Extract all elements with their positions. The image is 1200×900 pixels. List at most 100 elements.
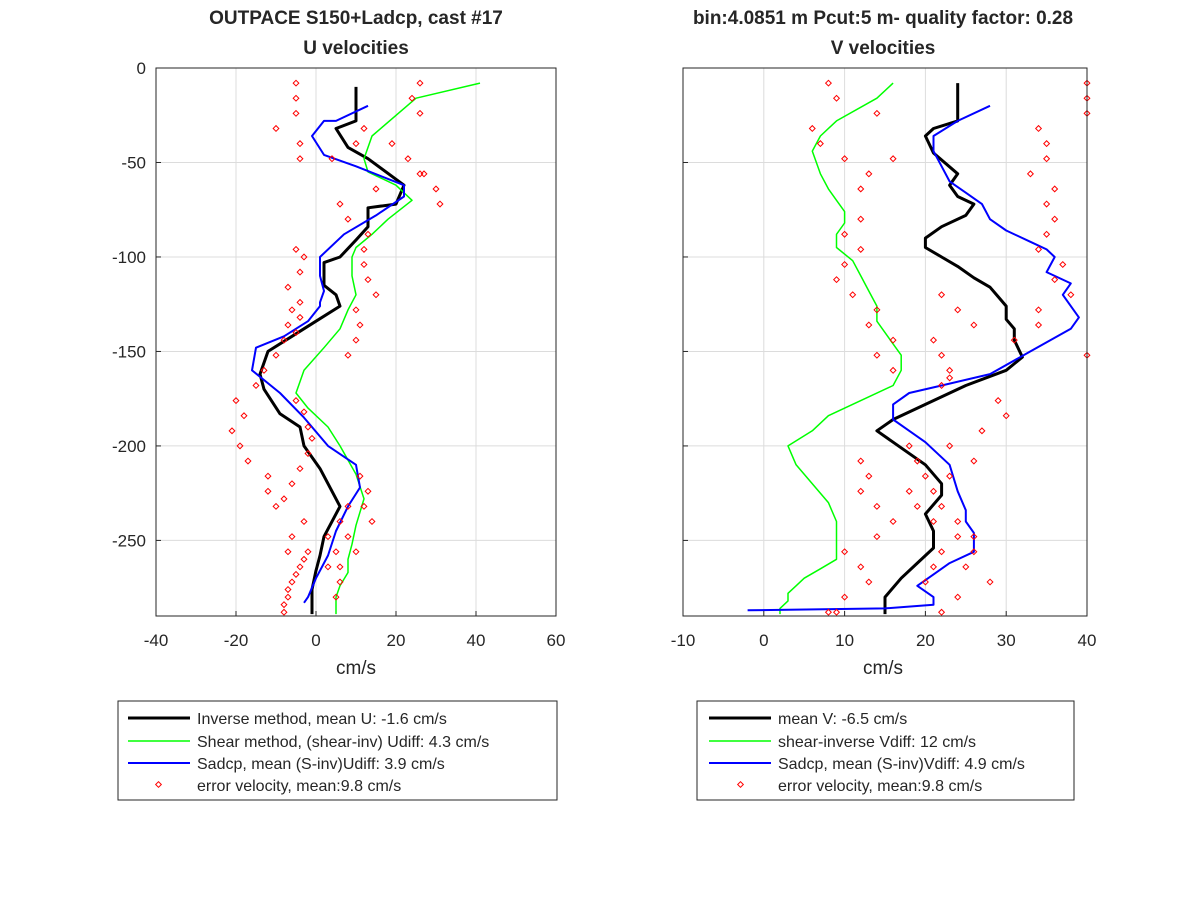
v-error-velocity-point-43 [929,336,938,344]
u-error-velocity-point-44 [240,412,248,420]
v-error-velocity-point-69 [905,442,913,450]
v-error-velocity-point-41 [954,306,962,314]
u-error-velocity-point-52 [288,533,296,541]
v-error-velocity-point-24 [1034,124,1043,133]
u-error-velocity-point-11 [404,155,412,163]
u-series-line-2 [251,104,405,604]
u-error-velocity-point-23 [300,253,308,261]
u-error-velocity-point-60 [288,480,296,488]
u-error-velocity-point-80 [288,578,296,586]
v-error-velocity-point-13 [832,276,841,284]
u-error-velocity-point-4 [272,124,280,133]
u-legend-entry-shear: Shear method, (shear-inv) Udiff: 4.3 cm/… [197,734,489,751]
u-error-velocity-point-58 [304,449,312,458]
u-error-velocity-point-82 [284,593,292,601]
u-x-tick-label-4: 40 [467,631,486,650]
u-error-velocity-point-40 [272,351,280,359]
v-error-velocity-point-37 [1083,351,1091,359]
v-error-velocity-point-33 [1059,260,1067,269]
u-error-velocity-point-42 [252,381,260,389]
v-error-velocity-point-38 [1034,321,1043,329]
u-error-velocity-point-50 [272,502,280,510]
v-error-velocity-point-12 [841,260,849,269]
u-error-velocity-point-71 [324,533,332,541]
u-error-velocity-point-67 [356,472,364,480]
u-error-velocity-point-17 [416,170,424,178]
v-series-line-2 [747,104,1080,612]
u-error-velocity-point-9 [360,124,368,133]
v-legend[interactable]: mean V: -6.5 cm/s shear-inverse Vdiff: 1… [696,700,1075,801]
v-error-velocity-point-34 [1051,276,1059,284]
u-axes-box [155,67,557,617]
u-velocity-panel: OUTPACE S150+Ladcp, cast #17 U velocitie… [112,8,565,801]
u-error-velocity-point-36 [352,306,360,314]
v-x-axis-label: cm/s [863,658,903,679]
u-error-velocity-point-12 [420,170,428,178]
u-error-velocity-point-27 [288,306,296,314]
u-error-velocity-point-73 [324,563,332,571]
v-error-velocity-point-56 [954,533,962,541]
u-chart-subtitle: U velocities [303,38,409,59]
v-error-velocity-point-4 [841,155,849,163]
v-error-velocity-point-53 [905,487,913,495]
v-error-velocity-point-65 [865,578,873,586]
u-x-tick-label-2: 0 [311,631,320,650]
v-series-line-0 [875,83,1024,615]
v-chart-subtitle: V velocities [831,38,936,59]
v-error-velocity-point-50 [946,442,954,450]
v-error-velocity-point-32 [1034,245,1043,253]
v-error-velocity-point-66 [841,593,849,601]
u-error-velocity-point-70 [368,517,376,526]
v-error-velocity-point-59 [857,487,865,495]
u-error-velocity-point-14 [436,200,444,208]
u-error-velocity-point-29 [292,329,300,337]
v-error-velocity-point-39 [1010,336,1018,344]
v-error-velocity-point-19 [889,366,897,374]
u-error-velocity-point-56 [304,423,312,431]
v-error-velocity-point-62 [873,533,881,541]
v-error-velocity-point-46 [938,381,946,389]
u-error-velocity-point-21 [328,155,336,163]
u-error-velocity-point-35 [372,291,380,299]
v-error-velocity-point-18 [873,351,881,359]
u-error-velocity-point-64 [344,533,352,541]
v-error-velocity-point-45 [946,366,954,374]
u-error-velocity-point-38 [352,336,360,344]
v-x-tick-label-3: 20 [916,631,935,650]
v-ticks: -10 0 10 20 30 40 [671,67,1096,650]
v-error-velocity-point-36 [1034,306,1043,314]
u-legend[interactable]: Inverse method, mean U: -1.6 cm/s Shear … [117,700,558,801]
v-error-velocity-point-26 [1043,155,1051,163]
v-error-velocity-point-17 [889,336,897,344]
v-error-velocity-point-80 [954,593,962,601]
v-error-velocity-point-82 [929,563,938,571]
v-error-velocity-point-3 [816,140,824,148]
u-error-velocity-point-69 [360,502,368,510]
u-error-velocity-point-46 [236,442,244,450]
u-error-velocity-point-0 [292,79,300,87]
u-x-tick-label-1: -20 [224,631,249,650]
u-error-velocity-point-57 [308,434,316,442]
u-error-velocity-point-7 [408,94,416,102]
v-error-velocity-point-25 [1043,140,1051,148]
u-error-velocity-point-63 [336,517,344,526]
u-x-axis-label: cm/s [336,658,376,679]
v-error-velocity-point-29 [1043,200,1051,208]
v-error-velocity-point-74 [954,517,962,526]
u-y-tick-label-0: 0 [137,59,146,78]
v-error-velocity-point-58 [865,472,873,480]
v-error-velocity-point-20 [946,374,954,382]
u-error-velocity-point-55 [300,408,308,416]
v-error-velocity-point-8 [857,185,865,193]
u-error-velocity-point-18 [344,215,352,223]
u-error-velocity-point-19 [364,230,372,238]
v-error-velocity-point-14 [849,291,857,299]
u-error-velocity-point-59 [296,465,304,473]
u-error-velocity-point-48 [264,472,272,480]
v-error-velocity-point-72 [929,487,938,495]
u-legend-entry-sadcp: Sadcp, mean (S-inv)Udiff: 3.9 cm/s [197,756,445,773]
u-error-velocity-point-68 [364,487,372,495]
v-error-velocity-point-42 [970,321,978,329]
v-legend-entry-shear: shear-inverse Vdiff: 12 cm/s [778,734,976,751]
